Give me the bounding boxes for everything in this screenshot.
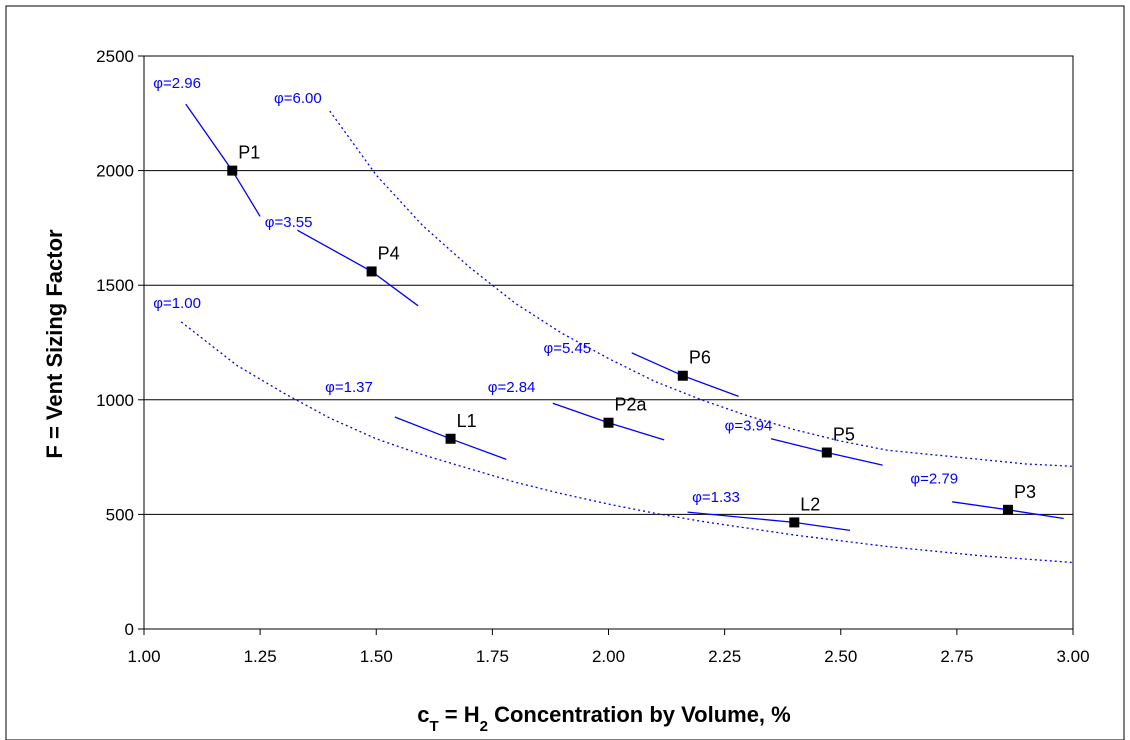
point-label: P4 [378,243,400,263]
phi-label: φ=6.00 [274,90,322,107]
gridlines [144,170,1073,515]
x-axis-title: cT = H2 Concentration by Volume, % [417,702,790,735]
point-label: P2a [615,395,648,415]
point-label: L1 [457,411,477,431]
x-tick-label: 2.00 [592,647,625,666]
x-tick-label: 1.25 [244,647,277,666]
phi-label: φ=2.79 [910,470,958,487]
y-tick-label: 1000 [96,391,134,410]
y-tick-label: 2500 [96,47,134,66]
data-point-marker [227,165,238,176]
phi-label: φ=3.55 [265,214,313,231]
x-tick-label: 2.75 [940,647,973,666]
data-points [227,165,1013,528]
point-label: P1 [238,143,260,163]
phi-label: φ=5.45 [543,340,591,357]
x-tick-label: 3.00 [1056,647,1089,666]
phi-label: φ=1.37 [325,379,373,396]
y-tick-label: 500 [106,505,134,524]
data-point-marker [445,433,456,444]
x-tick-label: 2.25 [708,647,741,666]
y-tick-label: 0 [125,620,134,639]
data-point-marker [1002,504,1013,515]
data-point-marker [789,517,800,528]
labels: φ=6.00 φ=1.00 φ=2.96 φ=3.55 φ=1.37 φ=2.84 φ=5.… [153,75,1036,514]
phi-label: φ=2.96 [153,75,201,92]
data-point-marker [821,447,832,458]
x-tick-label: 2.50 [824,647,857,666]
point-label: L2 [800,494,820,514]
point-label: P5 [833,425,855,445]
y-axis-title: F = Vent Sizing Factor [42,229,67,459]
x-tick-label: 1.00 [127,647,160,666]
phi-label: φ=3.94 [725,418,773,435]
y-tick-label: 2000 [96,162,134,181]
data-point-marker [677,370,688,381]
point-label: P3 [1014,482,1036,502]
x-tick-label: 1.50 [360,647,393,666]
axes: 0 500 1000 1500 2000 2500 1.00 1.25 1.50 1.75 2.00… [96,47,1089,666]
phi-label: φ=2.84 [488,379,536,396]
data-point-marker [366,266,377,277]
dotted-curve [180,321,1074,564]
point-label: P6 [689,348,711,368]
phi-label: φ=1.00 [153,295,201,312]
chart-border [5,5,1125,740]
y-tick-label: 1500 [96,276,134,295]
data-point-marker [603,417,614,428]
x-tick-label: 1.75 [476,647,509,666]
dotted-curves [180,110,1074,564]
phi-label: φ=1.33 [692,489,740,506]
